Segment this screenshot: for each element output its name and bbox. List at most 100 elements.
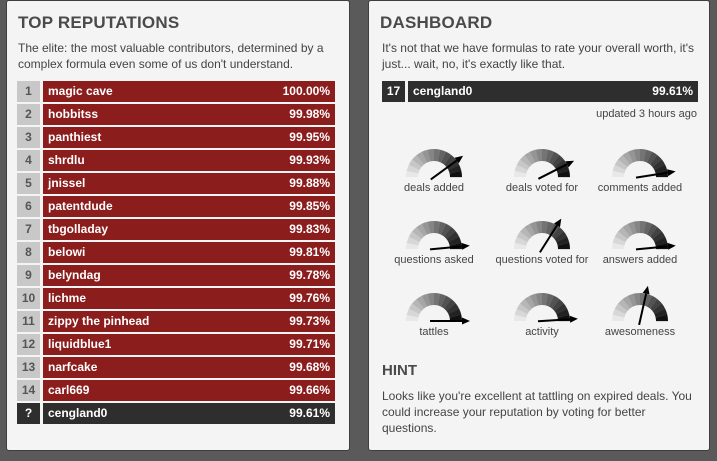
gauge-questions-asked: questions asked bbox=[379, 213, 489, 273]
hint-title: HINT bbox=[382, 362, 417, 379]
dashboard-panel: DASHBOARD It's not that we have formulas… bbox=[368, 0, 710, 451]
panel-description: The elite: the most valuable contributor… bbox=[18, 41, 324, 71]
gauge-answers-added: answers added bbox=[585, 213, 695, 273]
username[interactable]: tbgolladay bbox=[48, 222, 109, 236]
gauge-comments-added: comments added bbox=[585, 141, 695, 201]
username[interactable]: panthiest bbox=[48, 130, 102, 144]
reputation-row[interactable]: 12 liquidblue1 99.71% bbox=[17, 334, 335, 355]
username[interactable]: shrdlu bbox=[48, 153, 85, 167]
score: 99.93% bbox=[289, 153, 330, 167]
rank-number: 7 bbox=[17, 219, 40, 240]
rank-number: 13 bbox=[17, 357, 40, 378]
username[interactable]: belowi bbox=[48, 245, 86, 259]
score: 99.78% bbox=[289, 268, 330, 282]
gauge-label: questions voted for bbox=[495, 254, 589, 266]
gauge-deals-voted-for: deals voted for bbox=[487, 141, 597, 201]
gauge-label: answers added bbox=[602, 254, 678, 266]
username[interactable]: belyndag bbox=[48, 268, 101, 282]
reputation-row[interactable]: 11 zippy the pinhead 99.73% bbox=[17, 311, 335, 332]
hint-text: Looks like you're excellent at tattling … bbox=[382, 389, 692, 435]
gauge-dial-icon bbox=[406, 220, 470, 251]
current-user-row[interactable]: ? cengland0 99.61% bbox=[17, 403, 335, 424]
reputation-row[interactable]: 3 panthiest 99.95% bbox=[17, 127, 335, 148]
username[interactable]: cengland0 bbox=[48, 406, 108, 420]
gauge-dial-icon bbox=[612, 285, 669, 326]
score: 99.81% bbox=[289, 245, 330, 259]
reputation-row[interactable]: 10 lichme 99.76% bbox=[17, 288, 335, 309]
username[interactable]: patentdude bbox=[48, 199, 113, 213]
reputation-row[interactable]: 6 patentdude 99.85% bbox=[17, 196, 335, 217]
reputation-row[interactable]: 1 magic cave 100.00% bbox=[17, 81, 335, 102]
reputation-row[interactable]: 5 jnissel 99.88% bbox=[17, 173, 335, 194]
score: 99.61% bbox=[289, 406, 330, 420]
gauge-dial-icon bbox=[612, 220, 676, 251]
username[interactable]: hobbitss bbox=[48, 107, 98, 121]
score: 99.85% bbox=[289, 199, 330, 213]
score: 99.83% bbox=[289, 222, 330, 236]
rank-number: 6 bbox=[17, 196, 40, 217]
gauge-label: tattles bbox=[419, 326, 449, 338]
top-reputations-panel: TOP REPUTATIONS The elite: the most valu… bbox=[6, 0, 350, 451]
rank-number: 10 bbox=[17, 288, 40, 309]
gauge-deals-added: deals added bbox=[379, 141, 489, 201]
rank-number: 9 bbox=[17, 265, 40, 286]
gauge-label: activity bbox=[525, 326, 559, 338]
score: 99.76% bbox=[289, 291, 330, 305]
gauge-label: questions asked bbox=[394, 254, 474, 266]
score: 99.95% bbox=[289, 130, 330, 144]
gauge-dial-icon bbox=[514, 218, 571, 253]
reputation-row[interactable]: 14 carl669 99.66% bbox=[17, 380, 335, 401]
reputation-row[interactable]: 8 belowi 99.81% bbox=[17, 242, 335, 263]
gauge-tattles: tattles bbox=[379, 285, 489, 345]
username[interactable]: lichme bbox=[48, 291, 87, 305]
panel-title: TOP REPUTATIONS bbox=[18, 13, 180, 32]
score: 99.66% bbox=[289, 383, 330, 397]
gauge-dial-icon bbox=[514, 148, 575, 180]
score: 99.71% bbox=[289, 337, 330, 351]
rank-number: 1 bbox=[17, 81, 40, 102]
gauge-awesomeness: awesomeness bbox=[585, 285, 695, 345]
gauge-activity: activity bbox=[487, 285, 597, 345]
reputation-list: 1 magic cave 100.00% 2 hobbitss 99.98% 3 panthi… bbox=[17, 81, 335, 426]
gauge-label: deals voted for bbox=[505, 182, 579, 194]
username[interactable]: zippy the pinhead bbox=[48, 314, 150, 328]
rank-number: 2 bbox=[17, 104, 40, 125]
reputation-row[interactable]: 7 tbgolladay 99.83% bbox=[17, 219, 335, 240]
score: 100.00% bbox=[282, 84, 330, 98]
rank-number: ? bbox=[17, 403, 40, 424]
gauge-questions-voted-for: questions voted for bbox=[487, 213, 597, 273]
rank-number: 3 bbox=[17, 127, 40, 148]
username: cengland0 bbox=[413, 84, 473, 98]
gauge-dial-icon bbox=[612, 148, 676, 179]
rank-number: 14 bbox=[17, 380, 40, 401]
username[interactable]: jnissel bbox=[48, 176, 86, 190]
reputation-row[interactable]: 2 hobbitss 99.98% bbox=[17, 104, 335, 125]
rank-number: 8 bbox=[17, 242, 40, 263]
username[interactable]: carl669 bbox=[48, 383, 90, 397]
reputation-row[interactable]: 9 belyndag 99.78% bbox=[17, 265, 335, 286]
username[interactable]: liquidblue1 bbox=[48, 337, 112, 351]
panel-title: DASHBOARD bbox=[380, 13, 493, 32]
rank-number: 12 bbox=[17, 334, 40, 355]
panel-description: It's not that we have formulas to rate y… bbox=[382, 41, 695, 71]
score: 99.88% bbox=[289, 176, 330, 190]
rank-number: 5 bbox=[17, 173, 40, 194]
rank-number: 4 bbox=[17, 150, 40, 171]
rank-number: 17 bbox=[382, 81, 405, 102]
gauge-label: deals added bbox=[404, 182, 464, 194]
gauge-label: awesomeness bbox=[604, 326, 676, 338]
my-rank-row[interactable]: 17 cengland0 99.61% bbox=[382, 81, 698, 102]
score: 99.68% bbox=[289, 360, 330, 374]
gauge-dial-icon bbox=[406, 292, 470, 325]
gauge-label: comments added bbox=[597, 182, 683, 194]
reputation-row[interactable]: 13 narfcake 99.68% bbox=[17, 357, 335, 378]
score: 99.61% bbox=[652, 84, 693, 98]
username[interactable]: magic cave bbox=[48, 84, 113, 98]
rank-number: 11 bbox=[17, 311, 40, 332]
updated-timestamp: updated 3 hours ago bbox=[596, 108, 697, 120]
score: 99.98% bbox=[289, 107, 330, 121]
gauge-dial-icon bbox=[514, 292, 578, 323]
username[interactable]: narfcake bbox=[48, 360, 98, 374]
reputation-row[interactable]: 4 shrdlu 99.93% bbox=[17, 150, 335, 171]
gauge-dial-icon bbox=[406, 148, 464, 181]
